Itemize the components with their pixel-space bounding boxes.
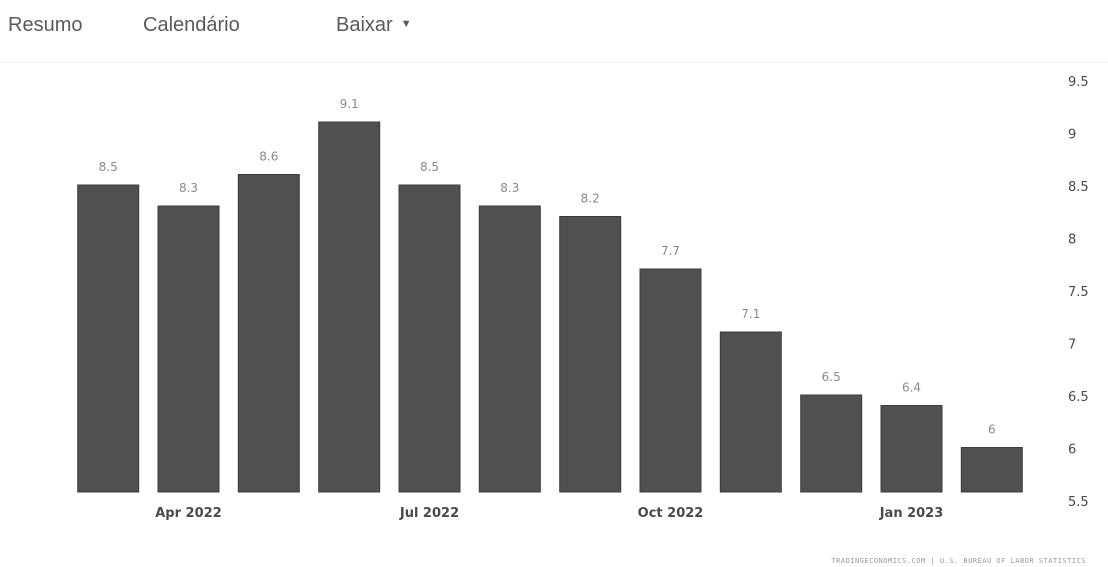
bar-value-label: 8.3 bbox=[179, 181, 198, 195]
bar bbox=[800, 394, 863, 493]
bar bbox=[157, 205, 220, 493]
source-note: TRADINGECONOMICS.COM | U.S. BUREAU OF LA… bbox=[831, 557, 1086, 565]
bar bbox=[960, 447, 1023, 493]
y-tick-label: 5.5 bbox=[1068, 495, 1089, 510]
y-tick-labels-group: 5.5 6 6.5 7 7.5 8 8.5 9 9.5 bbox=[1068, 75, 1089, 510]
bar-value-label: 8.5 bbox=[99, 160, 118, 174]
y-tick-label: 9 bbox=[1068, 128, 1076, 143]
bar-chart: 8.5 8.3 8.6 9.1 8.5 8.3 8.2 7.7 7.1 6.5 6.4 6 Apr 2… bbox=[77, 75, 1089, 521]
bar bbox=[719, 331, 782, 493]
bar bbox=[237, 174, 300, 493]
bar-value-label: 8.3 bbox=[500, 181, 519, 195]
x-tick-label: Jul 2022 bbox=[399, 506, 459, 521]
bar bbox=[77, 184, 140, 493]
bar bbox=[478, 205, 541, 493]
bar-value-label: 9.1 bbox=[340, 97, 359, 111]
baixar-label: Baixar bbox=[336, 14, 393, 36]
y-tick-label: 8.5 bbox=[1068, 180, 1089, 195]
bar bbox=[398, 184, 461, 493]
bar-value-label: 6 bbox=[988, 423, 996, 437]
top-nav: Resumo Calendário Baixar ▼ bbox=[0, 14, 1108, 46]
bar bbox=[559, 216, 622, 493]
bar-value-label: 6.5 bbox=[822, 370, 841, 384]
caret-down-icon: ▼ bbox=[400, 17, 412, 30]
tab-baixar[interactable]: Baixar ▼ bbox=[336, 14, 412, 37]
x-tick-label: Oct 2022 bbox=[638, 506, 704, 521]
bar-value-label: 8.2 bbox=[581, 192, 600, 206]
x-tick-label: Apr 2022 bbox=[155, 506, 222, 521]
tab-calendario[interactable]: Calendário bbox=[143, 14, 240, 36]
value-labels-group: 8.5 8.3 8.6 9.1 8.5 8.3 8.2 7.7 7.1 6.5 6.4 6 bbox=[99, 97, 996, 437]
y-tick-label: 7 bbox=[1068, 338, 1076, 353]
bar-value-label: 8.6 bbox=[259, 150, 278, 164]
bar bbox=[880, 405, 943, 493]
bar-value-label: 7.1 bbox=[741, 307, 760, 321]
bar-value-label: 7.7 bbox=[661, 244, 680, 258]
y-tick-label: 9.5 bbox=[1068, 75, 1089, 90]
bar bbox=[318, 121, 381, 493]
x-tick-label: Jan 2023 bbox=[879, 506, 944, 521]
x-tick-labels-group: Apr 2022 Jul 2022 Oct 2022 Jan 2023 bbox=[155, 506, 943, 521]
bar-value-label: 6.4 bbox=[902, 381, 921, 395]
bar-value-label: 8.5 bbox=[420, 160, 439, 174]
tab-resumo[interactable]: Resumo bbox=[8, 14, 83, 36]
y-tick-label: 8 bbox=[1068, 233, 1076, 248]
nav-divider bbox=[0, 62, 1108, 63]
bars-group bbox=[77, 121, 1023, 493]
y-tick-label: 7.5 bbox=[1068, 285, 1089, 300]
y-tick-label: 6.5 bbox=[1068, 390, 1089, 405]
y-tick-label: 6 bbox=[1068, 443, 1076, 458]
bar bbox=[639, 268, 702, 493]
